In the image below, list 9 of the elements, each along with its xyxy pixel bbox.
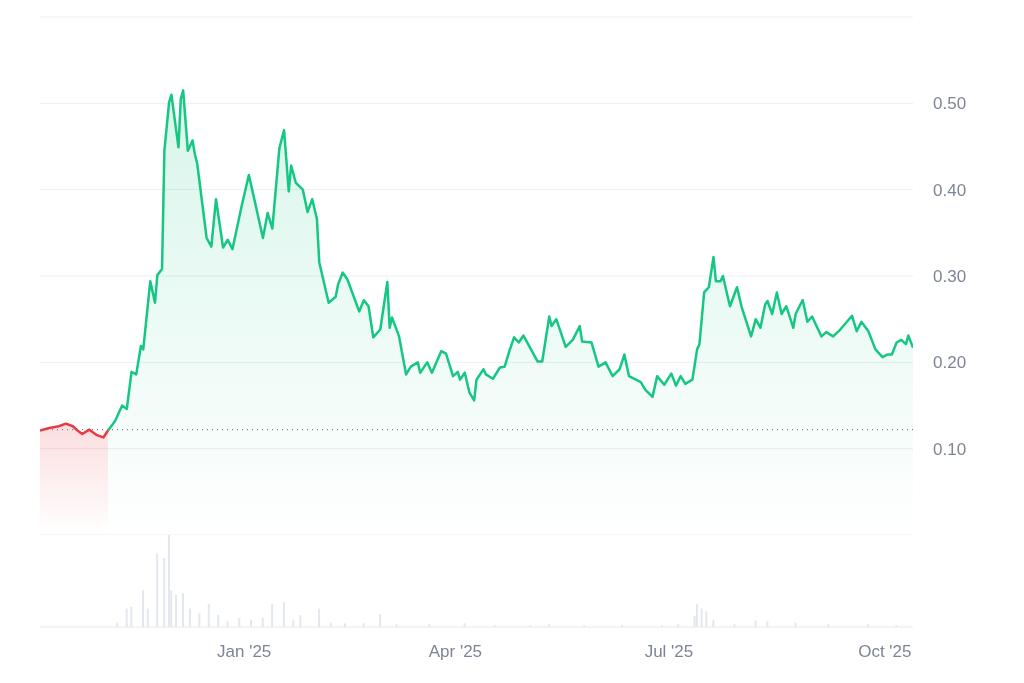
x-tick-label: Jan '25 (217, 642, 272, 662)
x-tick-label: Apr '25 (428, 642, 483, 662)
y-tick-label: 0.20 (933, 353, 967, 373)
y-tick-label: 0.50 (933, 94, 967, 114)
x-tick-label: Jul '25 (644, 642, 694, 662)
y-tick-label: 0.30 (933, 267, 967, 287)
y-tick-label: 0.40 (933, 180, 967, 200)
y-tick-label: 0.10 (933, 439, 967, 459)
x-tick-label: Oct '25 (858, 642, 912, 662)
